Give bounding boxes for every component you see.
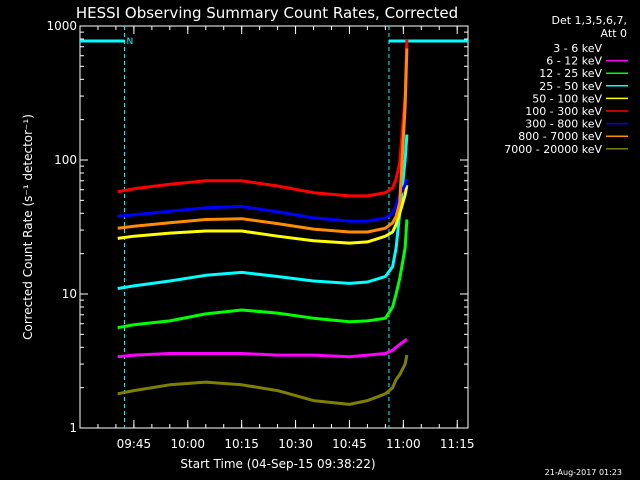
series-line [117,337,408,359]
series-line [117,184,409,245]
chart-title: HESSI Observing Summary Count Rates, Cor… [76,4,458,22]
y-axis-label: Corrected Count Rate (s⁻¹ detector⁻¹) [21,114,35,340]
x-axis-label: Start Time (04-Sep-15 09:38:22) [180,457,375,471]
x-tick-label: 10:45 [332,437,367,451]
series-line [117,134,409,290]
legend-label: 7000 - 20000 keV [504,143,602,156]
legend-header-line: Att 0 [601,27,627,40]
legend-label: 800 - 7000 keV [518,130,602,143]
plot-frame [79,25,469,429]
x-tick-label: 09:45 [117,437,152,451]
series-line [117,48,409,234]
legend-label: 6 - 12 keV [546,55,602,68]
series-line [117,354,409,406]
x-tick-label: 10:30 [278,437,313,451]
footer-timestamp: 21-Aug-2017 01:23 [545,468,622,477]
x-tick-label: 11:00 [386,437,421,451]
series-line [117,219,409,330]
x-tick-label: 11:15 [440,437,475,451]
legend-label: 300 - 800 keV [525,118,602,131]
y-tick-label: 10 [62,287,77,301]
legend-label: 50 - 100 keV [532,92,602,105]
y-tick-label: 1 [69,421,77,435]
legend-header-line: Det 1,3,5,6,7, [551,14,627,27]
flag-label: N [127,37,134,47]
legend-label: 25 - 50 keV [539,80,602,93]
y-tick-label: 1000 [46,19,77,33]
series-line [117,38,409,198]
series-line [117,294,407,301]
legend-label: 3 - 6 keV [553,42,602,55]
y-tick-label: 100 [54,153,77,167]
x-tick-label: 10:00 [170,437,205,451]
legend-label: 12 - 25 keV [539,67,602,80]
x-tick-label: 10:15 [224,437,259,451]
legend-label: 100 - 300 keV [525,105,602,118]
